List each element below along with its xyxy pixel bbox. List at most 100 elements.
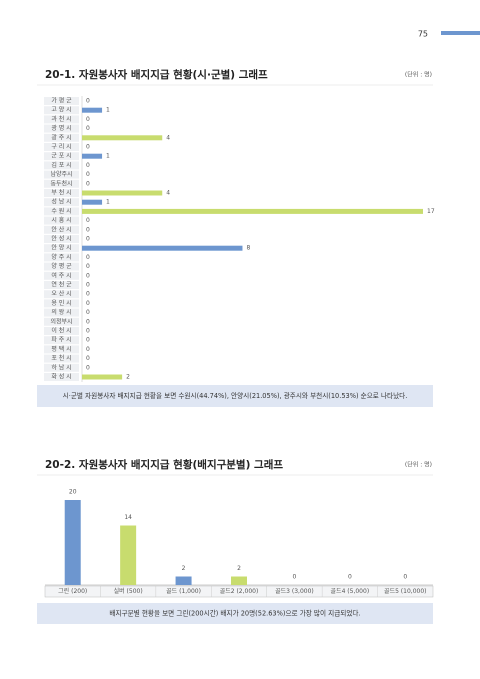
bar <box>231 576 247 585</box>
category-label: 화 성 시 <box>51 373 71 381</box>
bar <box>82 245 243 251</box>
value-label: 0 <box>86 125 90 132</box>
unit-label: (단위 : 명) <box>405 71 432 79</box>
category-label-bg <box>44 124 79 133</box>
category-label: 그린 (200) <box>58 588 87 595</box>
category-label: 가 평 군 <box>51 97 72 105</box>
value-label: 0 <box>86 346 90 353</box>
category-strip <box>44 585 434 598</box>
category-label: 고 양 시 <box>51 106 71 114</box>
category-label: 군 포 시 <box>51 153 71 160</box>
category-label-bg <box>44 143 79 151</box>
category-label: 골드3 (3,000) <box>275 588 314 595</box>
category-label: 포 천 시 <box>51 354 71 362</box>
category-label: 실버 (500) <box>114 587 143 595</box>
page-number: 75 <box>418 30 428 39</box>
category-label-bg <box>44 244 79 253</box>
bar <box>82 107 103 113</box>
note-box <box>37 385 433 407</box>
value-label: 1 <box>106 107 110 114</box>
bar <box>82 199 103 205</box>
category-label: 파 주 시 <box>51 336 71 344</box>
bar <box>64 500 81 585</box>
value-label: 1 <box>106 199 110 206</box>
category-label-bg <box>44 262 79 271</box>
category-label: 남양주시 <box>50 170 72 178</box>
chart-title: 20-1. 자원봉사자 배지지급 현황(시·군별) 그래프 <box>45 68 268 81</box>
category-label-bg <box>44 327 79 335</box>
category-label: 구 리 시 <box>51 143 71 151</box>
value-label: 2 <box>126 374 130 381</box>
value-label: 4 <box>166 190 170 197</box>
bar <box>82 135 163 141</box>
category-label-bg <box>44 345 79 354</box>
note-text: 시·군별 자원봉사자 배지지급 현황을 보면 수원시(44.74%), 안양시(… <box>63 391 408 400</box>
value-label: 17 <box>427 208 435 215</box>
category-label-bg <box>44 308 79 317</box>
category-label: 광 명 시 <box>51 124 71 132</box>
category-label-bg <box>44 198 79 207</box>
value-label: 0 <box>86 291 90 298</box>
value-label: 0 <box>86 236 90 243</box>
category-label-bg <box>44 363 79 372</box>
value-label: 14 <box>124 514 132 521</box>
unit-label: (단위 : 명) <box>405 461 432 469</box>
note-text: 배지구분별 현황을 보면 그린(200시간) 배지가 20명(52.63%)으로… <box>109 609 360 618</box>
category-label-bg <box>44 317 79 326</box>
category-label-bg <box>44 281 79 289</box>
bar <box>82 153 103 159</box>
category-label-bg <box>44 179 79 188</box>
category-label: 골드2 (2,000) <box>220 588 259 595</box>
category-label: 성 남 시 <box>51 198 71 206</box>
category-label-bg <box>44 152 79 161</box>
value-label: 4 <box>166 134 170 141</box>
category-label-bg <box>44 115 79 124</box>
value-label: 0 <box>86 162 90 169</box>
category-label-bg <box>44 106 79 115</box>
category-label: 연 천 군 <box>51 281 72 289</box>
value-label: 0 <box>86 116 90 123</box>
category-label-bg <box>44 133 79 142</box>
value-label: 0 <box>86 272 90 279</box>
value-label: 1 <box>106 153 110 160</box>
category-label-bg <box>44 373 79 381</box>
category-label-bg <box>44 189 79 197</box>
value-label: 0 <box>86 337 90 344</box>
value-label: 0 <box>293 574 297 581</box>
category-label: 부 천 시 <box>51 189 71 197</box>
value-label: 0 <box>86 171 90 178</box>
category-label-bg <box>44 161 79 170</box>
category-label: 오 산 시 <box>51 290 71 298</box>
value-label: 0 <box>86 263 90 270</box>
category-label-bg <box>44 225 79 234</box>
bar <box>120 525 137 585</box>
category-label-bg <box>44 271 79 280</box>
bar <box>175 576 192 585</box>
category-label: 여 주 시 <box>51 271 71 279</box>
category-label: 의 왕 시 <box>51 308 71 316</box>
value-label: 0 <box>86 282 90 289</box>
value-label: 2 <box>237 565 241 572</box>
category-label-bg <box>44 253 79 262</box>
value-label: 8 <box>246 245 250 252</box>
category-label: 시 흥 시 <box>51 216 71 224</box>
value-label: 0 <box>86 364 90 371</box>
category-label-bg <box>44 299 79 308</box>
category-label-bg <box>44 170 79 179</box>
category-label: 김 포 시 <box>51 162 71 169</box>
category-label: 하 남 시 <box>51 363 71 371</box>
category-label-bg <box>44 207 79 216</box>
page-accent <box>441 31 480 35</box>
category-label: 동두천시 <box>50 179 72 187</box>
category-label: 골드4 (5,000) <box>331 588 370 595</box>
category-label: 안 성 시 <box>51 235 71 243</box>
value-label: 0 <box>348 574 352 581</box>
bar <box>82 374 123 380</box>
category-label-bg <box>44 336 79 345</box>
value-label: 0 <box>86 254 90 261</box>
category-label: 골드 (1,000) <box>166 588 201 595</box>
category-label-bg <box>44 290 79 299</box>
category-label: 광 주 시 <box>51 134 71 141</box>
